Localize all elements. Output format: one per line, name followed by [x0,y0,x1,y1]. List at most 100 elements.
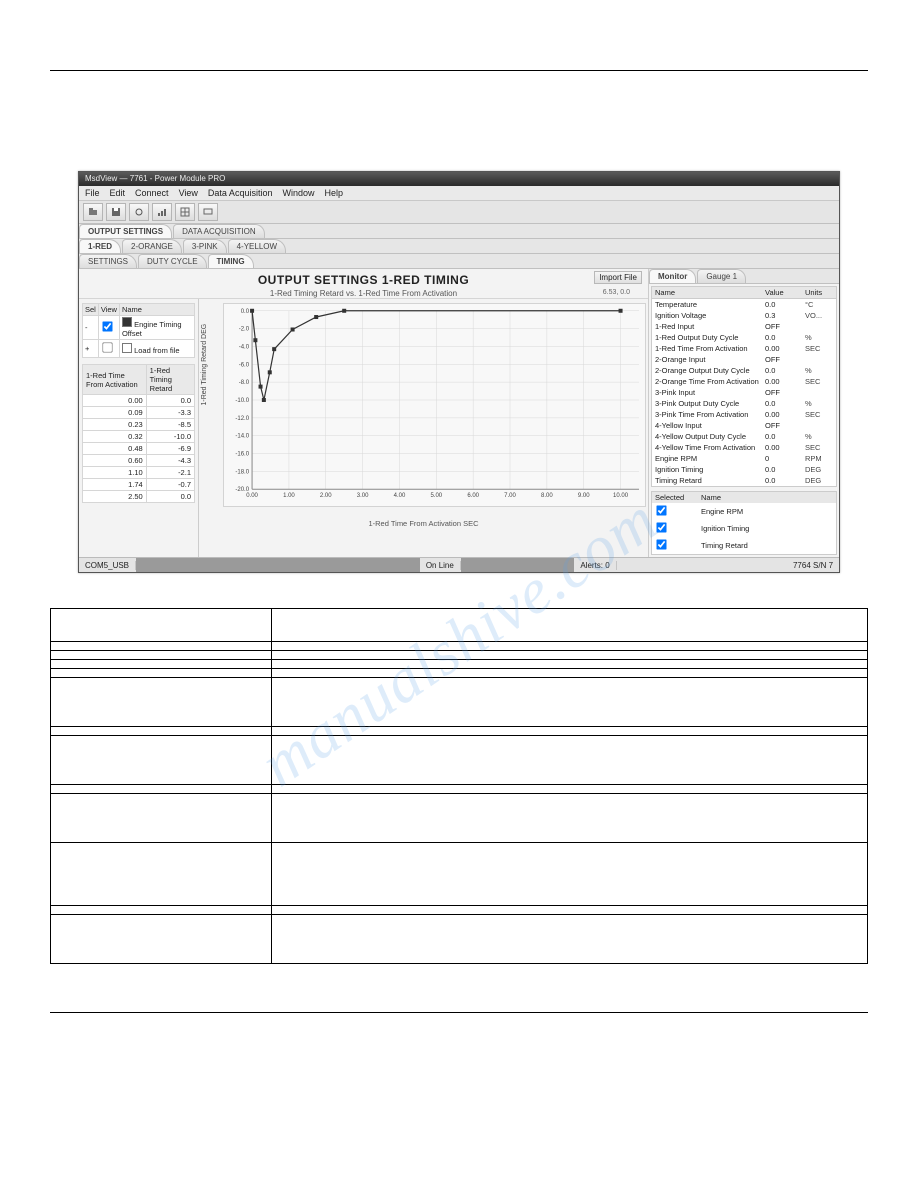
cell-retard[interactable]: -0.7 [146,479,194,491]
gauge-checkbox[interactable] [652,520,698,537]
monitor-value: 0.00 [762,442,802,453]
monitor-units: °C [802,299,836,311]
data-col-1: 1-Red Timing Retard [146,365,194,395]
cell-time[interactable]: 0.32 [83,431,147,443]
cell-retard[interactable]: -3.3 [146,407,194,419]
table-row[interactable]: 0.48-6.9 [83,443,195,455]
svg-text:5.00: 5.00 [430,493,442,499]
gauge-checkbox[interactable] [652,503,698,520]
chart-hover-readout: 6.53, 0.0 [603,289,630,296]
monitor-value: 0.0 [762,332,802,343]
cell-retard[interactable]: 0.0 [146,491,194,503]
status-serial: 7764 S/N 7 [787,561,839,570]
cell-retard[interactable]: -8.5 [146,419,194,431]
tab-1-red[interactable]: 1-RED [79,239,121,253]
cell-retard[interactable]: -6.9 [146,443,194,455]
monitor-value: OFF [762,354,802,365]
menu-view[interactable]: View [179,188,198,198]
cell-time[interactable]: 0.09 [83,407,147,419]
tab-settings[interactable]: SETTINGS [79,254,137,268]
series-row[interactable]: + Load from file [83,340,195,358]
gauge-row[interactable]: Timing Retard [652,537,836,554]
doc-cell-right [271,843,867,906]
cell-retard[interactable]: -4.3 [146,455,194,467]
series-col-name: Name [119,304,194,316]
table-row[interactable]: 1.10-2.1 [83,467,195,479]
series-view-checkbox[interactable] [98,316,119,340]
monitor-name: Engine RPM [652,453,762,464]
gauge-name: Ignition Timing [698,520,836,537]
tab-3-pink[interactable]: 3-PINK [183,239,227,253]
tab-timing[interactable]: TIMING [208,254,254,268]
monitor-row: 1-Red InputOFF [652,321,836,332]
tab-2-orange[interactable]: 2-ORANGE [122,239,182,253]
gauge-checkbox[interactable] [652,537,698,554]
table-row[interactable]: 0.000.0 [83,395,195,407]
table-row[interactable]: 1.74-0.7 [83,479,195,491]
data-col-0: 1-Red Time From Activation [83,365,147,395]
monitor-col-value: Value [762,287,802,299]
tab-gauge-1[interactable]: Gauge 1 [697,269,746,283]
svg-text:1.00: 1.00 [283,493,295,499]
status-spacer [136,558,420,572]
menu-help[interactable]: Help [324,188,343,198]
table-row[interactable]: 0.60-4.3 [83,455,195,467]
monitor-row: 3-Pink Time From Activation0.00SEC [652,409,836,420]
cell-time[interactable]: 0.60 [83,455,147,467]
channel-tabstrip: 1-RED 2-ORANGE 3-PINK 4-YELLOW [79,239,839,254]
series-view-checkbox[interactable] [98,340,119,358]
cell-time[interactable]: 0.48 [83,443,147,455]
monitor-name: 1-Red Output Duty Cycle [652,332,762,343]
svg-text:7.00: 7.00 [504,493,516,499]
monitor-name: 4-Yellow Input [652,420,762,431]
doc-row [51,609,868,642]
tab-duty-cycle[interactable]: DUTY CYCLE [138,254,207,268]
menu-connect[interactable]: Connect [135,188,169,198]
cell-time[interactable]: 0.23 [83,419,147,431]
toolbar-open-icon[interactable] [83,203,103,221]
svg-text:-10.0: -10.0 [235,398,249,404]
y-axis-label: 1-Red Timing Retard DEG [201,324,208,406]
status-spacer [461,558,575,572]
toolbar-grid-icon[interactable] [175,203,195,221]
monitor-name: 2-Orange Time From Activation [652,376,762,387]
doc-cell-right [271,915,867,964]
gauge-row[interactable]: Ignition Timing [652,520,836,537]
table-row[interactable]: 0.32-10.0 [83,431,195,443]
cell-time[interactable]: 2.50 [83,491,147,503]
gauge-row[interactable]: Engine RPM [652,503,836,520]
menu-edit[interactable]: Edit [110,188,126,198]
tab-output-settings[interactable]: OUTPUT SETTINGS [79,224,172,238]
table-row[interactable]: 2.500.0 [83,491,195,503]
import-file-button[interactable]: Import File [594,271,642,284]
bottom-rule [50,1012,868,1013]
left-pane: Sel View Name - Engine Timing Offset [79,299,199,557]
svg-text:-4.0: -4.0 [239,344,250,350]
cell-time[interactable]: 1.10 [83,467,147,479]
toolbar-save-icon[interactable] [106,203,126,221]
table-row[interactable]: 0.23-8.5 [83,419,195,431]
tab-monitor[interactable]: Monitor [649,269,696,283]
svg-text:-14.0: -14.0 [235,434,249,440]
tab-data-acquisition[interactable]: DATA ACQUISITION [173,224,265,238]
doc-row [51,843,868,906]
monitor-units: % [802,431,836,442]
toolbar-connect-icon[interactable] [129,203,149,221]
tab-4-yellow[interactable]: 4-YELLOW [228,239,286,253]
titlebar: MsdView — 7761 - Power Module PRO [79,172,839,186]
cell-time[interactable]: 0.00 [83,395,147,407]
cell-retard[interactable]: -10.0 [146,431,194,443]
table-row[interactable]: 0.09-3.3 [83,407,195,419]
cell-retard[interactable]: 0.0 [146,395,194,407]
cell-retard[interactable]: -2.1 [146,467,194,479]
series-sel[interactable]: - [83,316,99,340]
menu-data-acq[interactable]: Data Acquisition [208,188,273,198]
toolbar-chart-icon[interactable] [152,203,172,221]
menu-window[interactable]: Window [282,188,314,198]
cell-time[interactable]: 1.74 [83,479,147,491]
monitor-name: 3-Pink Input [652,387,762,398]
toolbar-monitor-icon[interactable] [198,203,218,221]
series-row[interactable]: - Engine Timing Offset [83,316,195,340]
menu-file[interactable]: File [85,188,100,198]
series-sel[interactable]: + [83,340,99,358]
